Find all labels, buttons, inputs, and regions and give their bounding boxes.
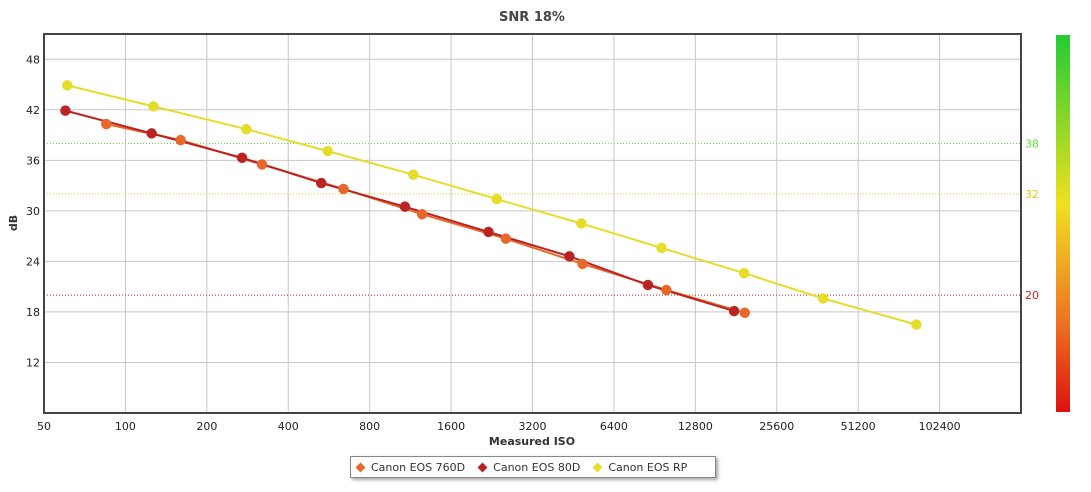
y-axis-title: dB (7, 215, 20, 231)
data-point-0[interactable] (338, 183, 349, 195)
data-point-0[interactable] (175, 134, 186, 146)
data-point-2[interactable] (148, 101, 159, 112)
y-tick-label: 36 (26, 154, 40, 167)
data-point-1[interactable] (60, 105, 71, 116)
x-tick-label: 1600 (437, 420, 465, 433)
data-point-1[interactable] (564, 251, 575, 262)
y-tick-label: 24 (26, 255, 40, 268)
data-point-1[interactable] (399, 201, 411, 212)
data-point-2[interactable] (738, 267, 750, 279)
data-point-0[interactable] (739, 307, 751, 319)
color-scale-bar (1056, 35, 1070, 412)
x-tick-labels: 50 100 200 400 800 1600 3200 6400 12800 25600 5120… (37, 420, 961, 433)
y-tick-label: 12 (26, 356, 40, 369)
data-point-0[interactable] (577, 258, 588, 270)
x-axis-title: Measured ISO (489, 435, 575, 448)
x-tick-label: 6400 (600, 420, 628, 433)
y-tick-label: 42 (26, 104, 40, 117)
legend-marker-760d (355, 462, 366, 472)
legend-marker-80d (477, 462, 488, 472)
legend-label-rp: Canon EOS RP (608, 460, 688, 474)
data-point-0[interactable] (661, 284, 672, 296)
data-point-2[interactable] (62, 80, 73, 91)
reference-label-38: 38 (1025, 137, 1039, 150)
x-tick-label: 100 (115, 420, 136, 433)
x-tick-label: 102400 (919, 420, 961, 433)
data-point-2[interactable] (241, 123, 252, 135)
data-point-2[interactable] (408, 169, 419, 180)
data-point-1[interactable] (236, 152, 248, 164)
series-lines (65, 84, 917, 326)
legend-marker-rp (592, 462, 603, 472)
legend-label-760d: Canon EOS 760D (371, 460, 466, 474)
x-tick-label: 12800 (678, 420, 713, 433)
x-tick-label: 400 (278, 420, 299, 433)
legend-item-rp[interactable]: Canon EOS RP (592, 461, 687, 474)
chart-title: SNR 18% (499, 10, 565, 25)
data-point-0[interactable] (416, 208, 428, 220)
reference-label-20: 20 (1025, 289, 1039, 302)
legend-label-80d: Canon EOS 80D (493, 460, 581, 474)
data-point-0[interactable] (101, 118, 112, 130)
data-point-2[interactable] (491, 193, 502, 205)
series-line-2 (67, 84, 917, 326)
legend-item-760d[interactable]: Canon EOS 760D (355, 461, 465, 474)
series-points (60, 80, 922, 330)
reference-lines (44, 142, 1021, 296)
data-point-2[interactable] (911, 319, 922, 330)
reference-label-32: 32 (1025, 188, 1039, 201)
y-tick-label: 30 (26, 205, 40, 218)
data-point-1[interactable] (642, 279, 654, 291)
x-tick-label: 25600 (759, 420, 794, 433)
legend-item-80d[interactable]: Canon EOS 80D (477, 461, 580, 474)
data-point-2[interactable] (322, 145, 334, 157)
data-point-0[interactable] (256, 159, 268, 170)
x-tick-label: 800 (359, 420, 380, 433)
data-point-1[interactable] (728, 305, 740, 317)
data-point-2[interactable] (576, 218, 587, 229)
y-tick-labels: 12 18 24 30 36 42 48 (26, 53, 40, 369)
data-point-0[interactable] (500, 233, 512, 244)
x-tick-label: 3200 (519, 420, 547, 433)
data-point-1[interactable] (483, 226, 494, 238)
plot-frame (43, 33, 1022, 414)
legend: Canon EOS 760D Canon EOS 80D Canon EOS R… (350, 456, 716, 478)
data-point-2[interactable] (656, 242, 667, 254)
data-point-2[interactable] (817, 293, 829, 304)
x-tick-label: 200 (196, 420, 217, 433)
reference-labels: 38 32 20 (1025, 137, 1039, 302)
data-point-1[interactable] (146, 128, 157, 139)
data-point-1[interactable] (316, 177, 327, 189)
y-tick-label: 18 (26, 306, 40, 319)
grid (43, 34, 1021, 413)
x-tick-label: 51200 (841, 420, 876, 433)
x-tick-label: 50 (37, 420, 51, 433)
y-tick-label: 48 (26, 53, 40, 66)
